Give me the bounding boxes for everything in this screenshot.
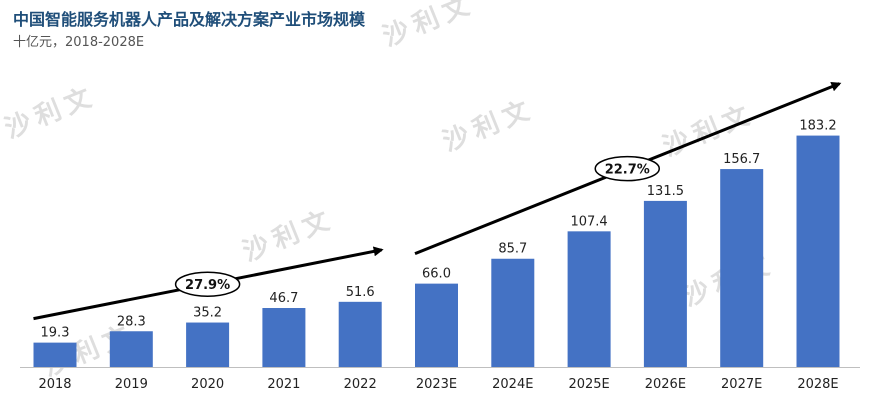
value-label: 131.5 — [647, 184, 684, 199]
bar — [33, 342, 77, 367]
value-label: 35.2 — [193, 306, 222, 321]
cagr-annotations-group: 27.9% 22.7% — [33, 81, 842, 321]
bar — [796, 135, 840, 367]
cagr-badge — [174, 271, 241, 297]
value-label: 28.3 — [117, 314, 146, 329]
page-subtitle: 十亿元，2018-2028E — [13, 35, 145, 50]
value-label: 51.6 — [346, 285, 375, 300]
bar — [643, 200, 687, 367]
value-label: 107.4 — [570, 214, 607, 229]
category-label: 2027E — [721, 377, 762, 392]
value-label: 183.2 — [799, 119, 836, 134]
page-title: 中国智能服务机器人产品及解决方案产业市场规模 — [13, 10, 366, 29]
category-label: 2026E — [645, 377, 686, 392]
category-label: 2021 — [267, 377, 300, 392]
category-label: 2024E — [492, 377, 533, 392]
bars-group — [20, 135, 860, 368]
bar — [720, 169, 764, 367]
value-label: 66.0 — [422, 267, 451, 282]
bar — [109, 331, 153, 367]
cagr-label: 27.9% — [185, 278, 230, 293]
cagr-label: 22.7% — [605, 163, 650, 178]
bar — [262, 308, 306, 367]
bar — [491, 258, 535, 367]
category-label: 2023E — [416, 377, 457, 392]
cagr-badge — [594, 155, 660, 182]
bar — [338, 301, 382, 367]
bar — [415, 283, 458, 367]
value-label: 85.7 — [498, 242, 527, 257]
category-label: 2028E — [797, 377, 838, 392]
bar — [567, 231, 611, 367]
value-label: 19.3 — [41, 326, 70, 341]
category-label: 2025E — [568, 377, 609, 392]
category-label: 2019 — [115, 377, 148, 392]
category-label: 2020 — [191, 377, 224, 392]
category-label: 2018 — [38, 377, 71, 392]
bar — [186, 322, 230, 367]
value-label: 156.7 — [723, 152, 760, 167]
value-labels-group: 19.3 28.3 35.2 46.7 51.6 66.0 85.7 107.4 131.5 15… — [41, 119, 837, 341]
value-label: 46.7 — [269, 291, 298, 306]
category-labels-group: 2018 2019 2020 2021 2022 2023E 2024E 2025E 2026E… — [38, 377, 838, 392]
category-label: 2022 — [344, 377, 377, 392]
